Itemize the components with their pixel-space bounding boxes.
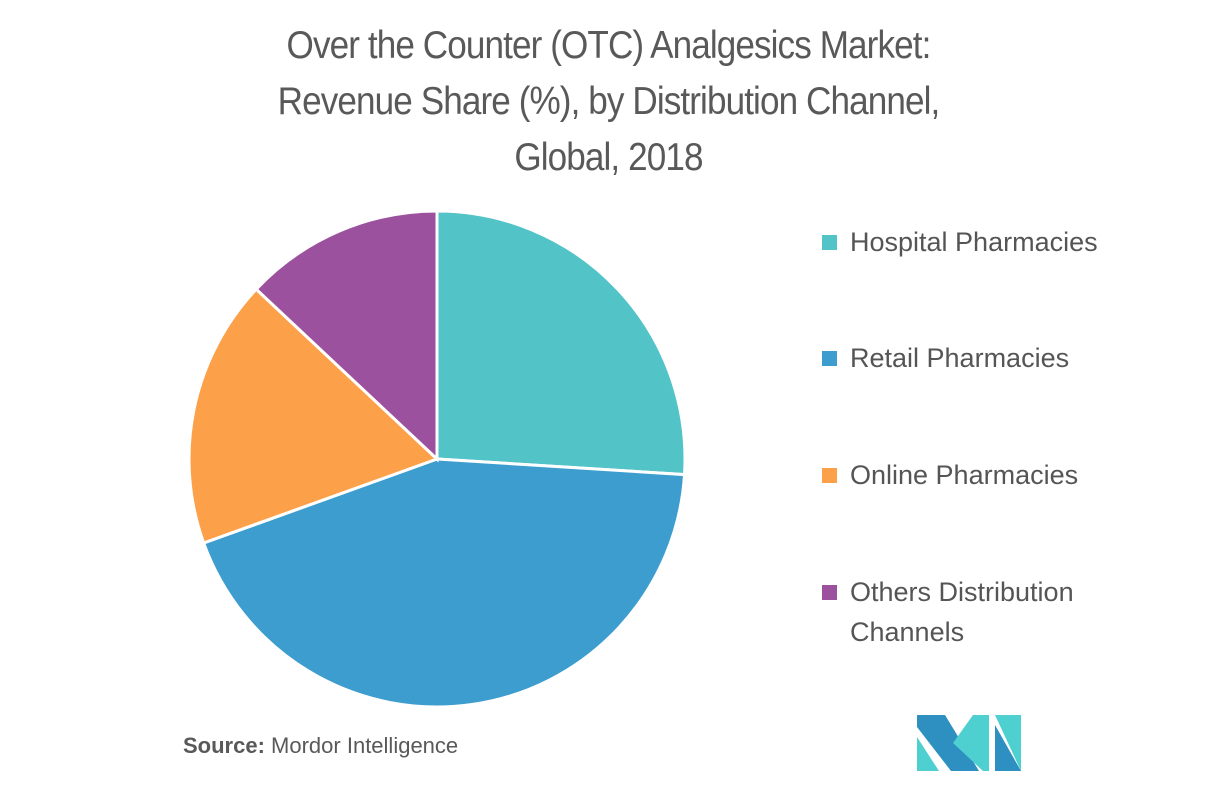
source-label: Source: (183, 733, 265, 758)
legend-label: Online Pharmacies (850, 460, 1079, 490)
mordor-intelligence-logo-icon (917, 715, 1021, 771)
legend-swatch (822, 468, 837, 483)
legend-swatch (822, 351, 837, 366)
source-text: Mordor Intelligence (271, 733, 459, 758)
legend-item-retail-pharmacies: Retail Pharmacies (822, 338, 1150, 378)
source-note: Source: Mordor Intelligence (183, 733, 458, 759)
title-line-1: Over the Counter (OTC) Analgesics Market… (286, 24, 932, 67)
pie-slice-retail-pharmacies (201, 457, 687, 709)
legend-label: Others Distribution Channels (850, 577, 1074, 647)
pie-slice-others-distribution-channels (254, 209, 439, 463)
legend-swatch (822, 235, 837, 250)
pie-slice-online-pharmacies (187, 287, 440, 545)
legend-swatch (822, 585, 837, 600)
legend-item-online-pharmacies: Online Pharmacies (822, 455, 1150, 495)
legend-item-hospital-pharmacies: Hospital Pharmacies (822, 222, 1150, 262)
legend-label: Retail Pharmacies (850, 343, 1070, 373)
title-line-3: Global, 2018 (514, 136, 703, 179)
title-line-2: Revenue Share (%), by Distribution Chann… (277, 80, 941, 123)
chart-title: Over the Counter (OTC) Analgesics Market… (61, 18, 1156, 186)
pie-slice-hospital-pharmacies (435, 209, 687, 477)
legend-item-others-distribution-channels: Others Distribution Channels (822, 572, 1130, 652)
legend-label: Hospital Pharmacies (850, 227, 1098, 257)
